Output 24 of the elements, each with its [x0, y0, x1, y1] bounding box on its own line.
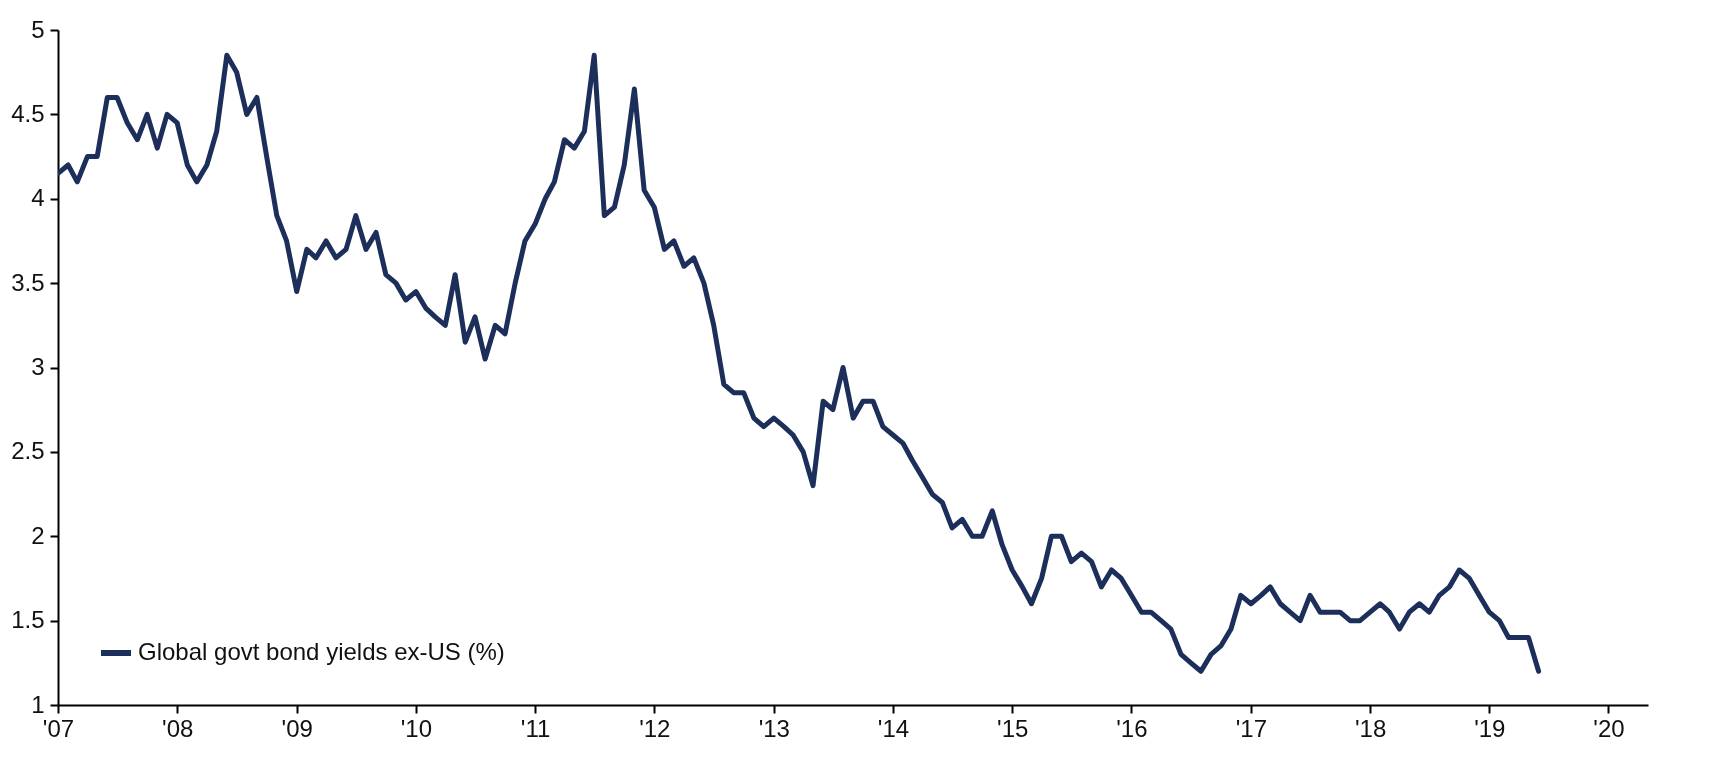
x-tick-label: '19 [1474, 714, 1506, 742]
x-tick-label: '17 [1235, 714, 1268, 742]
x-tick-label: '09 [281, 714, 313, 742]
x-tick-label: '13 [758, 714, 790, 742]
x-tick-label: '12 [639, 714, 671, 742]
y-tick-label: 2.5 [11, 437, 45, 465]
x-tick-label: '08 [162, 714, 194, 742]
y-tick-label: 4.5 [11, 99, 45, 127]
x-tick-label: '18 [1354, 714, 1387, 742]
x-tick-label: '10 [400, 714, 433, 742]
x-tick-label: '20 [1593, 714, 1625, 742]
legend-label: Global govt bond yields ex-US (%) [138, 638, 505, 665]
y-tick-label: 2 [31, 521, 45, 549]
y-tick-label: 1 [31, 690, 45, 718]
x-tick-label: '11 [520, 714, 551, 742]
y-tick-label: 5 [31, 15, 45, 43]
x-tick-label: '16 [1116, 714, 1148, 742]
y-tick-label: 4 [31, 184, 45, 212]
x-tick-label: '15 [997, 714, 1029, 742]
x-tick-label: '07 [42, 714, 75, 742]
x-tick-label: '14 [877, 714, 910, 742]
y-tick-label: 1.5 [11, 606, 45, 634]
y-tick-label: 3 [31, 353, 45, 380]
y-tick-label: 3.5 [11, 268, 45, 296]
